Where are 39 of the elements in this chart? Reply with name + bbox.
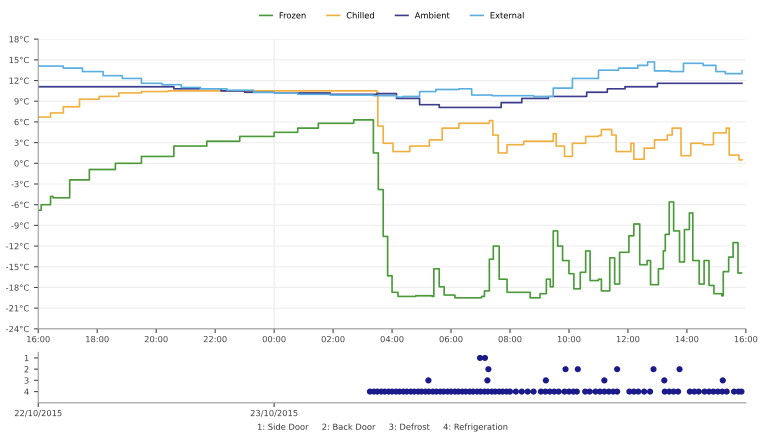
text: 1: Side Door 2: Back Door 3: Defrost 4: Refrigeration <box>258 423 508 432</box>
x-tick-label: 02:00 <box>322 336 345 342</box>
y-tick-label: -6°C <box>11 202 29 208</box>
x-tick-label: 12:00 <box>616 336 640 342</box>
x-tick-label: 22:00 <box>204 336 227 342</box>
y-tick-label: 12°C <box>10 78 29 84</box>
x-tick-label: 04:00 <box>380 336 404 342</box>
x-tick-label: 08:00 <box>498 336 522 342</box>
x-tick-label: 14:00 <box>676 336 698 342</box>
y-tick-label: -18°C <box>6 284 29 291</box>
y-tick-label: 6°C <box>14 118 29 126</box>
y-tick-label: 0°C <box>14 160 29 167</box>
y-tick-label: 18°C <box>10 36 29 42</box>
y-tick-label: -12°C <box>6 243 29 250</box>
x-tick-label: 18:00 <box>86 336 109 342</box>
y-tick-label: 3 <box>24 377 29 384</box>
legend-label: Frozen <box>280 12 306 18</box>
x-tick-label: 16:00 <box>27 336 50 342</box>
legend-label: Ambient <box>414 12 450 18</box>
x-tick-label: 20:00 <box>144 336 168 342</box>
y-tick-label: -9°C <box>11 222 29 229</box>
y-tick-label: -21°C <box>6 305 29 312</box>
legend-label: External <box>490 12 524 18</box>
x-tick-label: 22/10/2015 <box>14 410 62 417</box>
y-tick-label: -24°C <box>6 326 29 332</box>
y-tick-label: 15°C <box>10 56 29 64</box>
x-tick-label: 16:00 <box>734 336 758 342</box>
y-tick-label: 2 <box>24 366 28 372</box>
x-tick-label: 23/10/2015 <box>250 410 298 417</box>
x-tick-label: 06:00 <box>440 336 462 342</box>
y-tick-label: -3°C <box>11 180 29 188</box>
x-tick-label: 10:00 <box>558 336 580 342</box>
y-tick-label: 9°C <box>14 98 29 105</box>
y-tick-label: 4 <box>24 388 29 395</box>
legend-label: Chilled <box>346 12 374 18</box>
x-tick-label: 00:00 <box>262 336 286 342</box>
y-tick-label: -15°C <box>6 264 29 270</box>
y-tick-label: 1 <box>24 355 28 362</box>
y-tick-label: 3°C <box>14 140 29 146</box>
